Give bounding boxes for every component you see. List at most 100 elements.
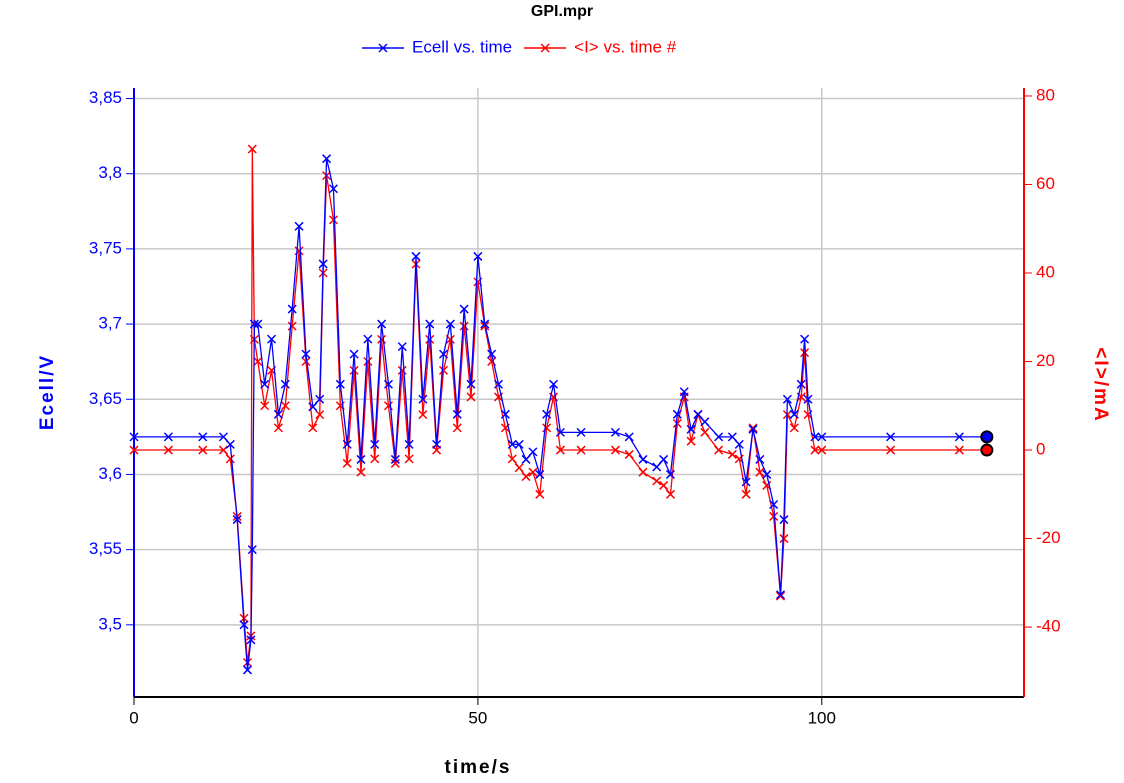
data-marker	[555, 427, 565, 437]
data-marker	[549, 379, 559, 389]
data-marker	[652, 476, 662, 486]
data-marker	[800, 334, 810, 344]
data-marker	[425, 334, 435, 344]
y-tick-label: 3,8	[98, 163, 122, 182]
data-marker	[438, 365, 449, 375]
data-marker	[528, 447, 538, 457]
data-marker	[404, 454, 414, 464]
data-marker	[242, 665, 253, 675]
data-marker	[610, 445, 620, 455]
data-marker	[693, 409, 703, 419]
data-marker	[769, 499, 779, 510]
data-marker	[817, 445, 827, 455]
data-marker	[342, 439, 352, 449]
y-tick-label: 3,55	[89, 539, 122, 558]
y2-tick-label: 20	[1036, 351, 1055, 370]
data-marker	[886, 445, 896, 455]
data-marker	[714, 432, 724, 442]
data-marker	[542, 423, 552, 433]
data-marker	[762, 469, 772, 479]
data-marker	[273, 409, 283, 419]
data-marker	[342, 458, 352, 468]
data-marker	[638, 454, 648, 464]
data-marker	[198, 445, 208, 455]
data-marker	[363, 334, 373, 344]
data-marker	[315, 410, 325, 420]
data-marker	[383, 379, 394, 389]
data-marker	[775, 591, 786, 601]
data-marker	[775, 590, 786, 600]
data-marker	[432, 439, 442, 449]
data-marker	[624, 432, 634, 442]
y-axis-label: Ecell/V	[37, 354, 58, 430]
data-marker	[418, 394, 428, 404]
data-marker	[466, 379, 476, 389]
x-tick-label: 50	[468, 708, 487, 727]
data-marker	[239, 620, 249, 630]
data-marker	[542, 409, 552, 419]
data-marker	[679, 387, 689, 397]
data-marker	[129, 445, 139, 455]
data-marker	[755, 454, 765, 464]
data-marker	[328, 215, 338, 225]
data-marker	[700, 427, 710, 437]
data-marker	[665, 469, 676, 479]
data-marker	[500, 409, 510, 419]
data-marker	[789, 423, 799, 433]
data-marker	[225, 439, 235, 449]
data-marker	[473, 251, 483, 261]
data-marker	[480, 319, 490, 329]
data-marker	[322, 154, 332, 164]
series-line	[134, 149, 987, 663]
data-marker	[810, 432, 820, 442]
data-marker	[225, 454, 235, 464]
data-marker	[810, 445, 820, 455]
data-marker	[714, 445, 724, 455]
data-marker	[370, 439, 380, 449]
data-marker	[404, 439, 414, 449]
data-marker	[218, 432, 228, 442]
data-marker	[280, 401, 290, 411]
legend-label: Ecell vs. time	[412, 37, 512, 56]
data-marker	[686, 424, 696, 434]
data-marker	[954, 432, 964, 442]
data-marker	[459, 321, 469, 331]
data-marker	[507, 454, 517, 464]
data-marker	[249, 319, 259, 329]
data-marker	[741, 489, 751, 499]
data-marker	[727, 432, 737, 442]
data-marker	[659, 454, 669, 464]
data-marker	[273, 423, 283, 433]
data-marker	[198, 432, 208, 442]
data-marker	[700, 417, 710, 427]
data-marker	[318, 259, 328, 269]
y-tick-label: 3,7	[98, 314, 122, 333]
y2-tick-label: 60	[1036, 174, 1055, 193]
data-marker	[779, 515, 789, 525]
data-marker	[576, 427, 586, 437]
y2-tick-label: -20	[1036, 528, 1061, 547]
data-marker	[782, 394, 792, 404]
data-marker	[535, 469, 545, 479]
legend-label: <I> vs. time #	[574, 37, 677, 56]
series-line	[134, 158, 987, 671]
data-marker	[672, 409, 682, 419]
data-marker	[356, 454, 366, 464]
data-marker	[748, 423, 758, 433]
y-tick-label: 3,65	[89, 389, 122, 408]
data-marker	[280, 379, 290, 389]
data-marker	[445, 319, 455, 329]
data-marker	[734, 439, 744, 449]
y-tick-label: 3,6	[98, 464, 122, 483]
data-marker	[817, 432, 827, 442]
data-marker	[411, 251, 421, 261]
data-marker	[129, 432, 139, 442]
data-marker	[363, 356, 373, 367]
data-marker	[418, 410, 428, 420]
legend-marker	[378, 43, 388, 53]
x-tick-label: 0	[129, 708, 138, 727]
data-marker	[287, 321, 297, 331]
data-marker	[247, 144, 257, 154]
data-marker	[686, 436, 696, 446]
